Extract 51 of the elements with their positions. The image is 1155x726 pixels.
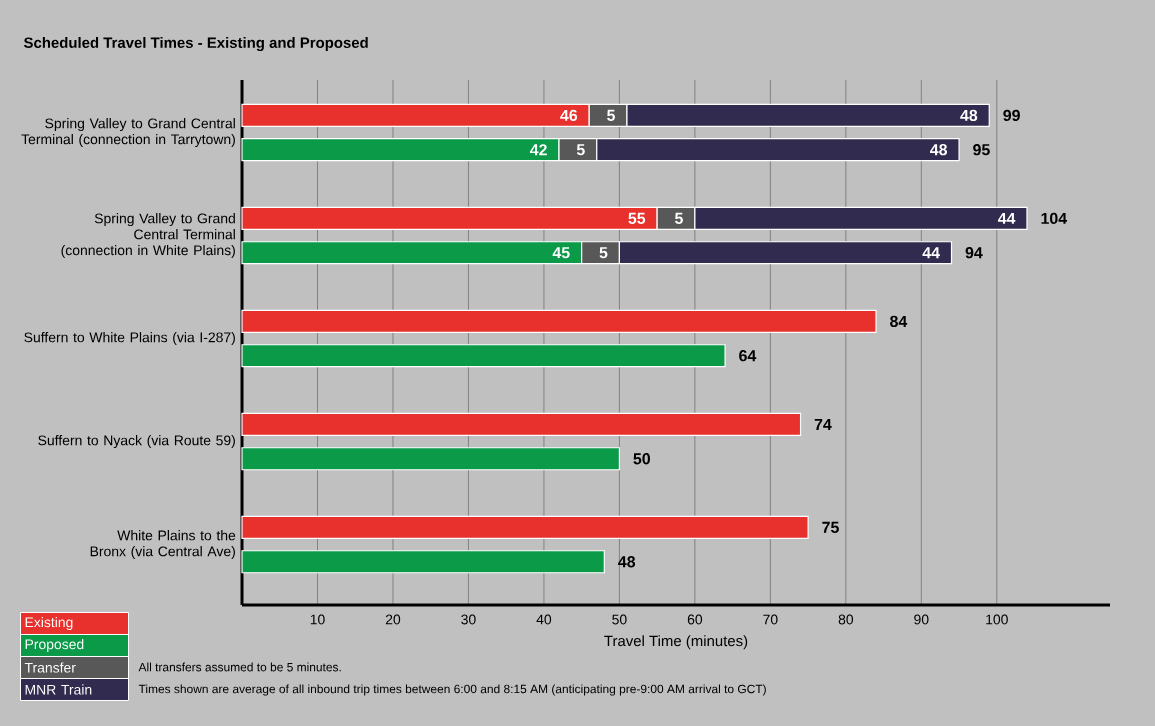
x-tick-label: 70 [763,614,778,625]
x-tick-label: 80 [838,614,854,625]
text: Existing [25,616,73,630]
x-tick-label: 40 [536,614,552,625]
total-label: 99 [1003,109,1020,122]
text: Transfer [24,662,76,673]
y-tick-label: Spring Valley to Grand Central Terminal (connection in White Plains) [61,213,235,258]
total-label: 104 [1041,212,1068,225]
total-label: 50 [633,453,650,465]
total-label: 74 [814,418,832,430]
x-tick-label: 30 [461,614,476,625]
chart-title: Scheduled Travel Times - Existing and Proposed [23,37,368,51]
bar [241,447,620,471]
data-label: 55 [628,212,646,224]
x-tick-label: 20 [385,614,401,625]
y-tick-label: Spring Valley to Grand Central Terminal (connection in Tarrytown) [21,118,235,148]
text: Proposed [25,638,84,652]
total-label: 48 [618,556,636,568]
bar [241,344,726,368]
total-label: 75 [822,521,839,533]
data-label: 5 [607,109,615,121]
bar [241,309,877,333]
total-label: 95 [973,144,990,156]
data-label: 5 [576,144,585,156]
bar [241,515,809,539]
data-label: 48 [930,144,948,156]
data-label: 48 [960,109,978,122]
data-label: 5 [674,212,683,224]
total-label: 84 [890,315,908,328]
y-tick-label: Suffern to White Plains (via I-287) [24,332,235,346]
text: All transfers assumed to be 5 minutes. [138,662,341,672]
text: MNR Train [25,684,92,695]
data-label: 44 [922,247,940,259]
x-axis-title: Travel Time (minutes) [604,635,748,650]
x-tick-label: 50 [612,614,627,625]
x-tick-label: 10 [310,614,325,625]
total-label: 94 [965,247,983,259]
data-label: 46 [560,109,578,122]
x-tick-label: 90 [914,614,929,625]
data-label: 5 [599,247,608,259]
y-tick-label: Suffern to Nyack (via Route 59) [38,435,235,449]
data-label: 44 [997,212,1016,224]
data-label: 42 [530,144,547,156]
text: Times shown are average of all inbound trip times between 6:00 and 8:15 AM (anticipating pre-9:00 AM arrival to GCT) [138,684,766,696]
x-tick-label: 100 [986,614,1008,625]
total-label: 64 [739,350,757,362]
bar [241,412,802,436]
y-tick-label: White Plains to the Bronx (via Central Ave) [90,530,236,560]
x-tick-label: 60 [687,614,703,625]
bar [241,550,605,574]
data-label: 45 [552,247,570,259]
